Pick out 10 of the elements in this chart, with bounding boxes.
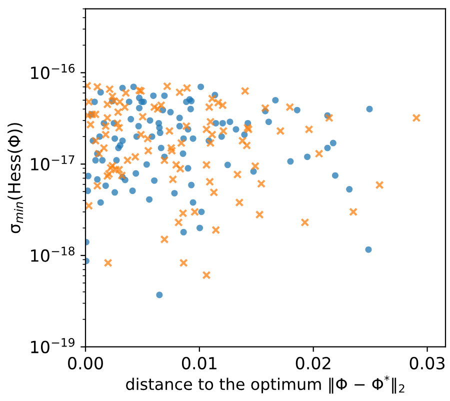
x-axis-title: distance to the optimum ‖Φ − Φ$^{*}$‖$_{2}$ (126, 375, 404, 394)
y-tick-label: 10$^{−17}$ (31, 155, 74, 171)
x-tick-label: 0.03 (410, 356, 444, 370)
x-tick-label: 0.00 (68, 356, 103, 370)
y-tick-label: 10$^{−16}$ (31, 64, 75, 80)
y-tick-label: 10$^{−18}$ (31, 246, 74, 262)
y-tick-label: 10$^{−19}$ (31, 338, 74, 354)
x-tick-label: 0.02 (296, 356, 330, 370)
x-tick-label: 0.01 (182, 356, 216, 370)
y-axis-title: σ$_{min}$(Hess(Φ)) (8, 123, 23, 234)
